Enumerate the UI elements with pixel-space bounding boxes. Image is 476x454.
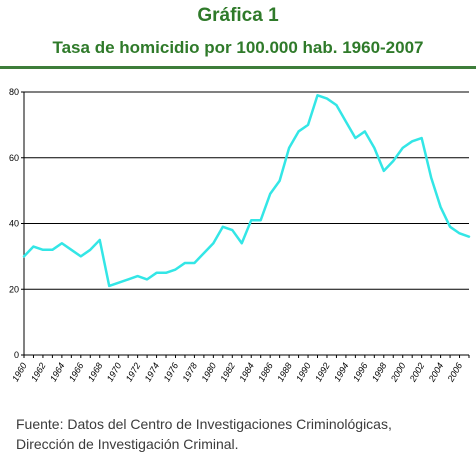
x-tick-label: 1976	[162, 361, 181, 383]
x-tick-label: 2002	[407, 361, 426, 384]
x-tick-label: 1984	[237, 361, 256, 383]
series-layer	[22, 94, 471, 288]
source-note: Fuente: Datos del Centro de Investigacio…	[16, 414, 466, 454]
x-tick-label: 1998	[370, 361, 389, 383]
x-tick-label: 1978	[180, 361, 199, 383]
y-tick-label: 60	[9, 153, 19, 163]
y-tick-label: 0	[14, 350, 19, 360]
x-tick-label: 1964	[48, 361, 67, 383]
x-tick-label: 1962	[29, 361, 48, 383]
source-line-1: Fuente: Datos del Centro de Investigacio…	[16, 416, 392, 432]
x-tick-label: 1988	[275, 361, 294, 383]
series-line-0	[22, 94, 471, 288]
y-tick-labels: 0 20 40 60 80	[9, 87, 19, 360]
chart-title: Gráfica 1	[197, 5, 279, 26]
header-divider	[0, 66, 476, 69]
x-tick-label: 1986	[256, 361, 275, 383]
x-tick-label: 2000	[388, 361, 407, 384]
axes-layer	[21, 91, 470, 358]
y-tick-label: 40	[9, 219, 19, 229]
x-tick-label: 1996	[351, 361, 370, 383]
x-tick-label: 1960	[10, 361, 29, 383]
x-tick-label: 1968	[86, 361, 105, 383]
chart-subtitle: Tasa de homicidio por 100.000 hab. 1960-…	[52, 38, 424, 57]
x-tick-label: 1966	[67, 361, 86, 383]
x-tick-labels: 1960 1962 1964 1966 1968 1970 1972 1974 1976 1978…	[10, 361, 464, 384]
x-tick-label: 1974	[143, 361, 162, 383]
x-tick-label: 1970	[105, 361, 124, 383]
x-tick-label: 1994	[332, 361, 351, 383]
source-line-2: Dirección de Investigación Criminal.	[16, 436, 239, 452]
y-tick-label: 80	[9, 87, 19, 97]
x-tick-label: 1990	[294, 361, 313, 383]
x-tick-label: 1980	[199, 361, 218, 383]
x-tick-label: 1992	[313, 361, 332, 383]
x-tick-label: 2004	[426, 361, 445, 384]
x-tick-label: 2006	[445, 361, 464, 384]
y-tick-label: 20	[9, 284, 19, 294]
x-tick-label: 1972	[124, 361, 143, 383]
x-tick-label: 1982	[218, 361, 237, 383]
grid-layer	[24, 91, 469, 290]
